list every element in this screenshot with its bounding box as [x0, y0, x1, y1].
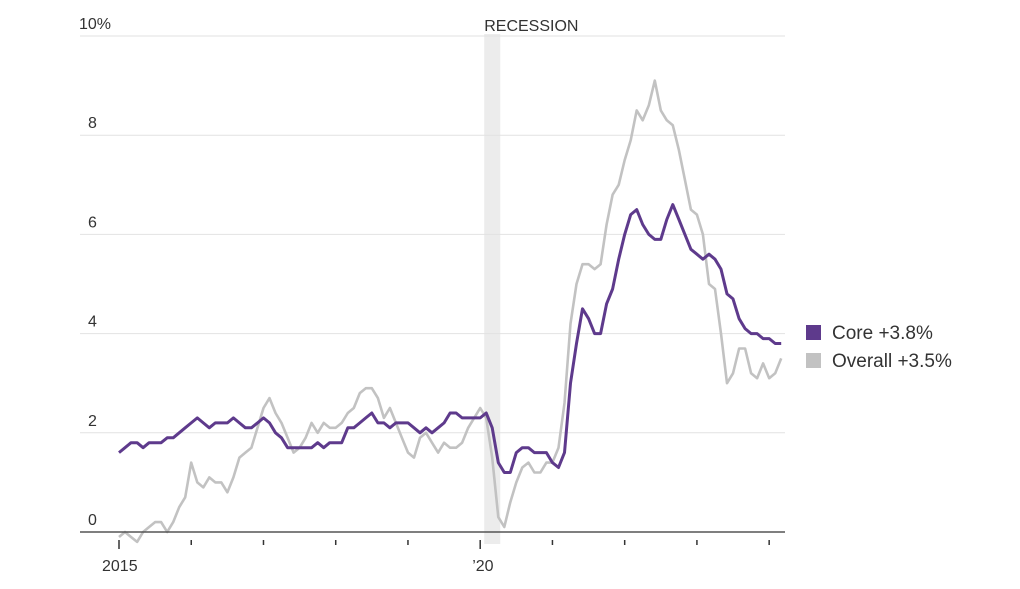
legend-swatch — [806, 353, 821, 368]
y-tick-label: 8 — [88, 115, 97, 132]
y-tick-label: 4 — [88, 314, 97, 331]
legend: Core +3.8% Overall +3.5% — [806, 323, 952, 372]
legend-item-overall: Overall +3.5% — [806, 351, 952, 372]
y-tick-label: 6 — [88, 214, 97, 231]
legend-swatch — [806, 325, 821, 340]
legend-label: Core +3.8% — [832, 323, 933, 344]
x-axis: 2015 ’20 — [80, 532, 785, 575]
grid-layer: 0 2 4 6 8 10% — [79, 16, 785, 529]
recession-label: RECESSION — [484, 18, 578, 35]
x-tick-label: ’20 — [472, 558, 493, 575]
y-tick-label: 2 — [88, 413, 97, 430]
y-tick-label: 0 — [88, 512, 97, 529]
series-layer — [119, 81, 781, 542]
legend-item-core: Core +3.8% — [806, 323, 933, 344]
y-tick-label: 10% — [79, 16, 111, 33]
x-tick-label: 2015 — [102, 558, 138, 575]
series-overall — [119, 81, 781, 542]
legend-label: Overall +3.5% — [832, 351, 952, 372]
series-line-overall — [119, 81, 781, 542]
